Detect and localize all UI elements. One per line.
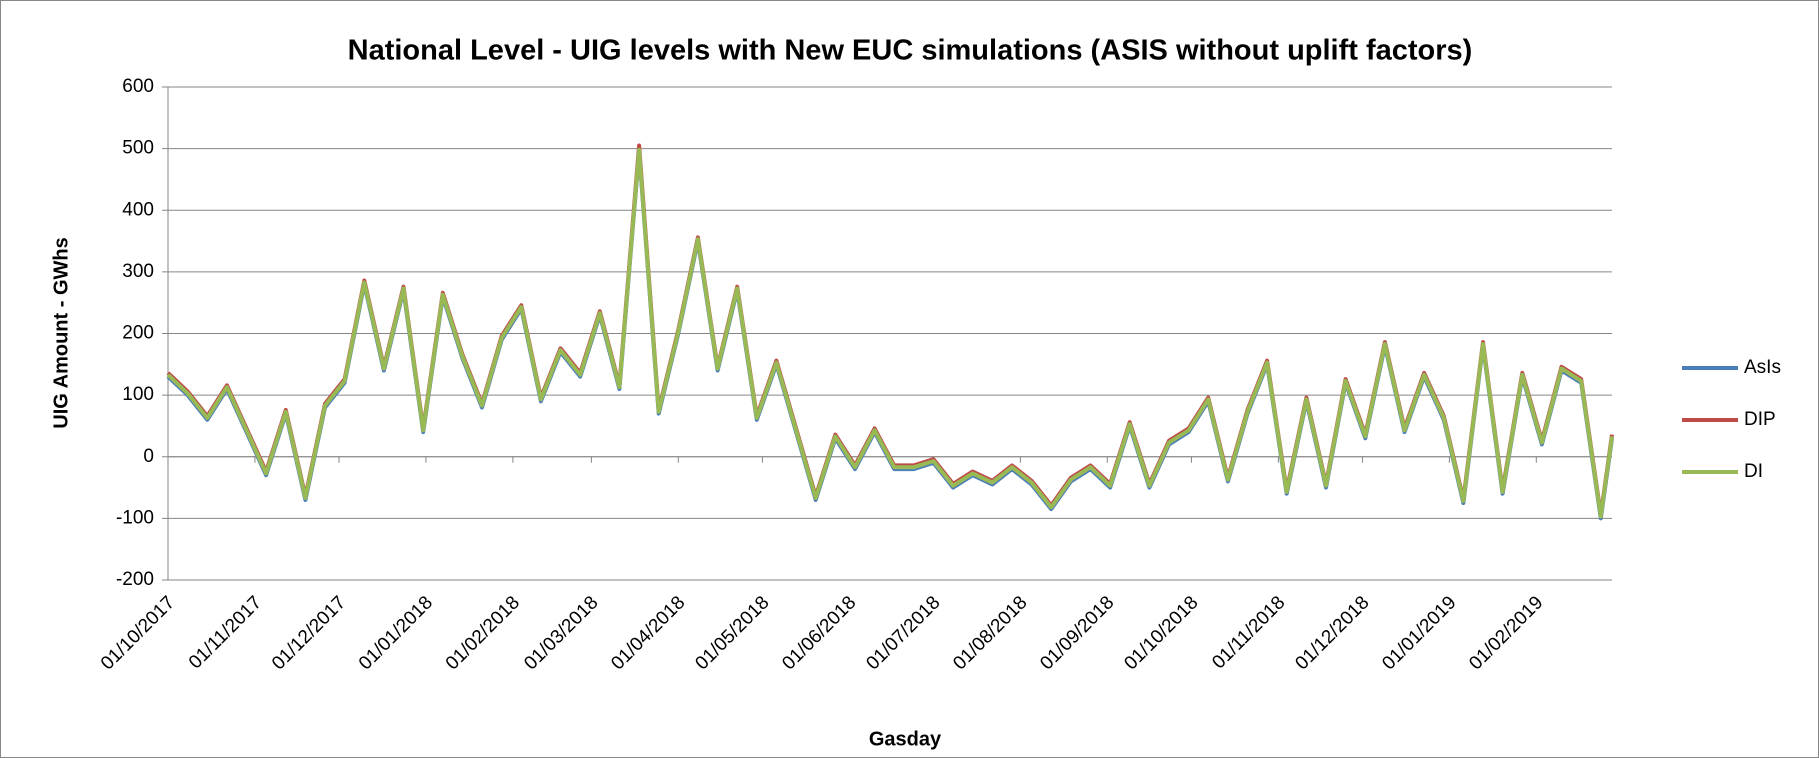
y-tick-label: 100 (122, 384, 154, 405)
y-tick-label: 400 (122, 199, 154, 220)
y-tick-label: 200 (122, 323, 154, 344)
y-axis-title: UIG Amount - GWhs (50, 237, 72, 428)
series-line (166, 147, 1614, 519)
chart-title: National Level - UIG levels with New EUC… (348, 35, 1473, 67)
y-tick-label: 300 (122, 261, 154, 282)
legend-label: DI (1744, 461, 1763, 482)
legend-label: AsIs (1744, 357, 1781, 378)
y-tick-label: -200 (116, 569, 154, 590)
legend-label: DIP (1744, 409, 1776, 430)
y-tick-label: -100 (116, 507, 154, 528)
y-tick-label: 0 (143, 446, 154, 467)
y-tick-label: 500 (122, 138, 154, 159)
x-axis-title: Gasday (869, 728, 942, 750)
y-tick-label: 600 (122, 76, 154, 97)
